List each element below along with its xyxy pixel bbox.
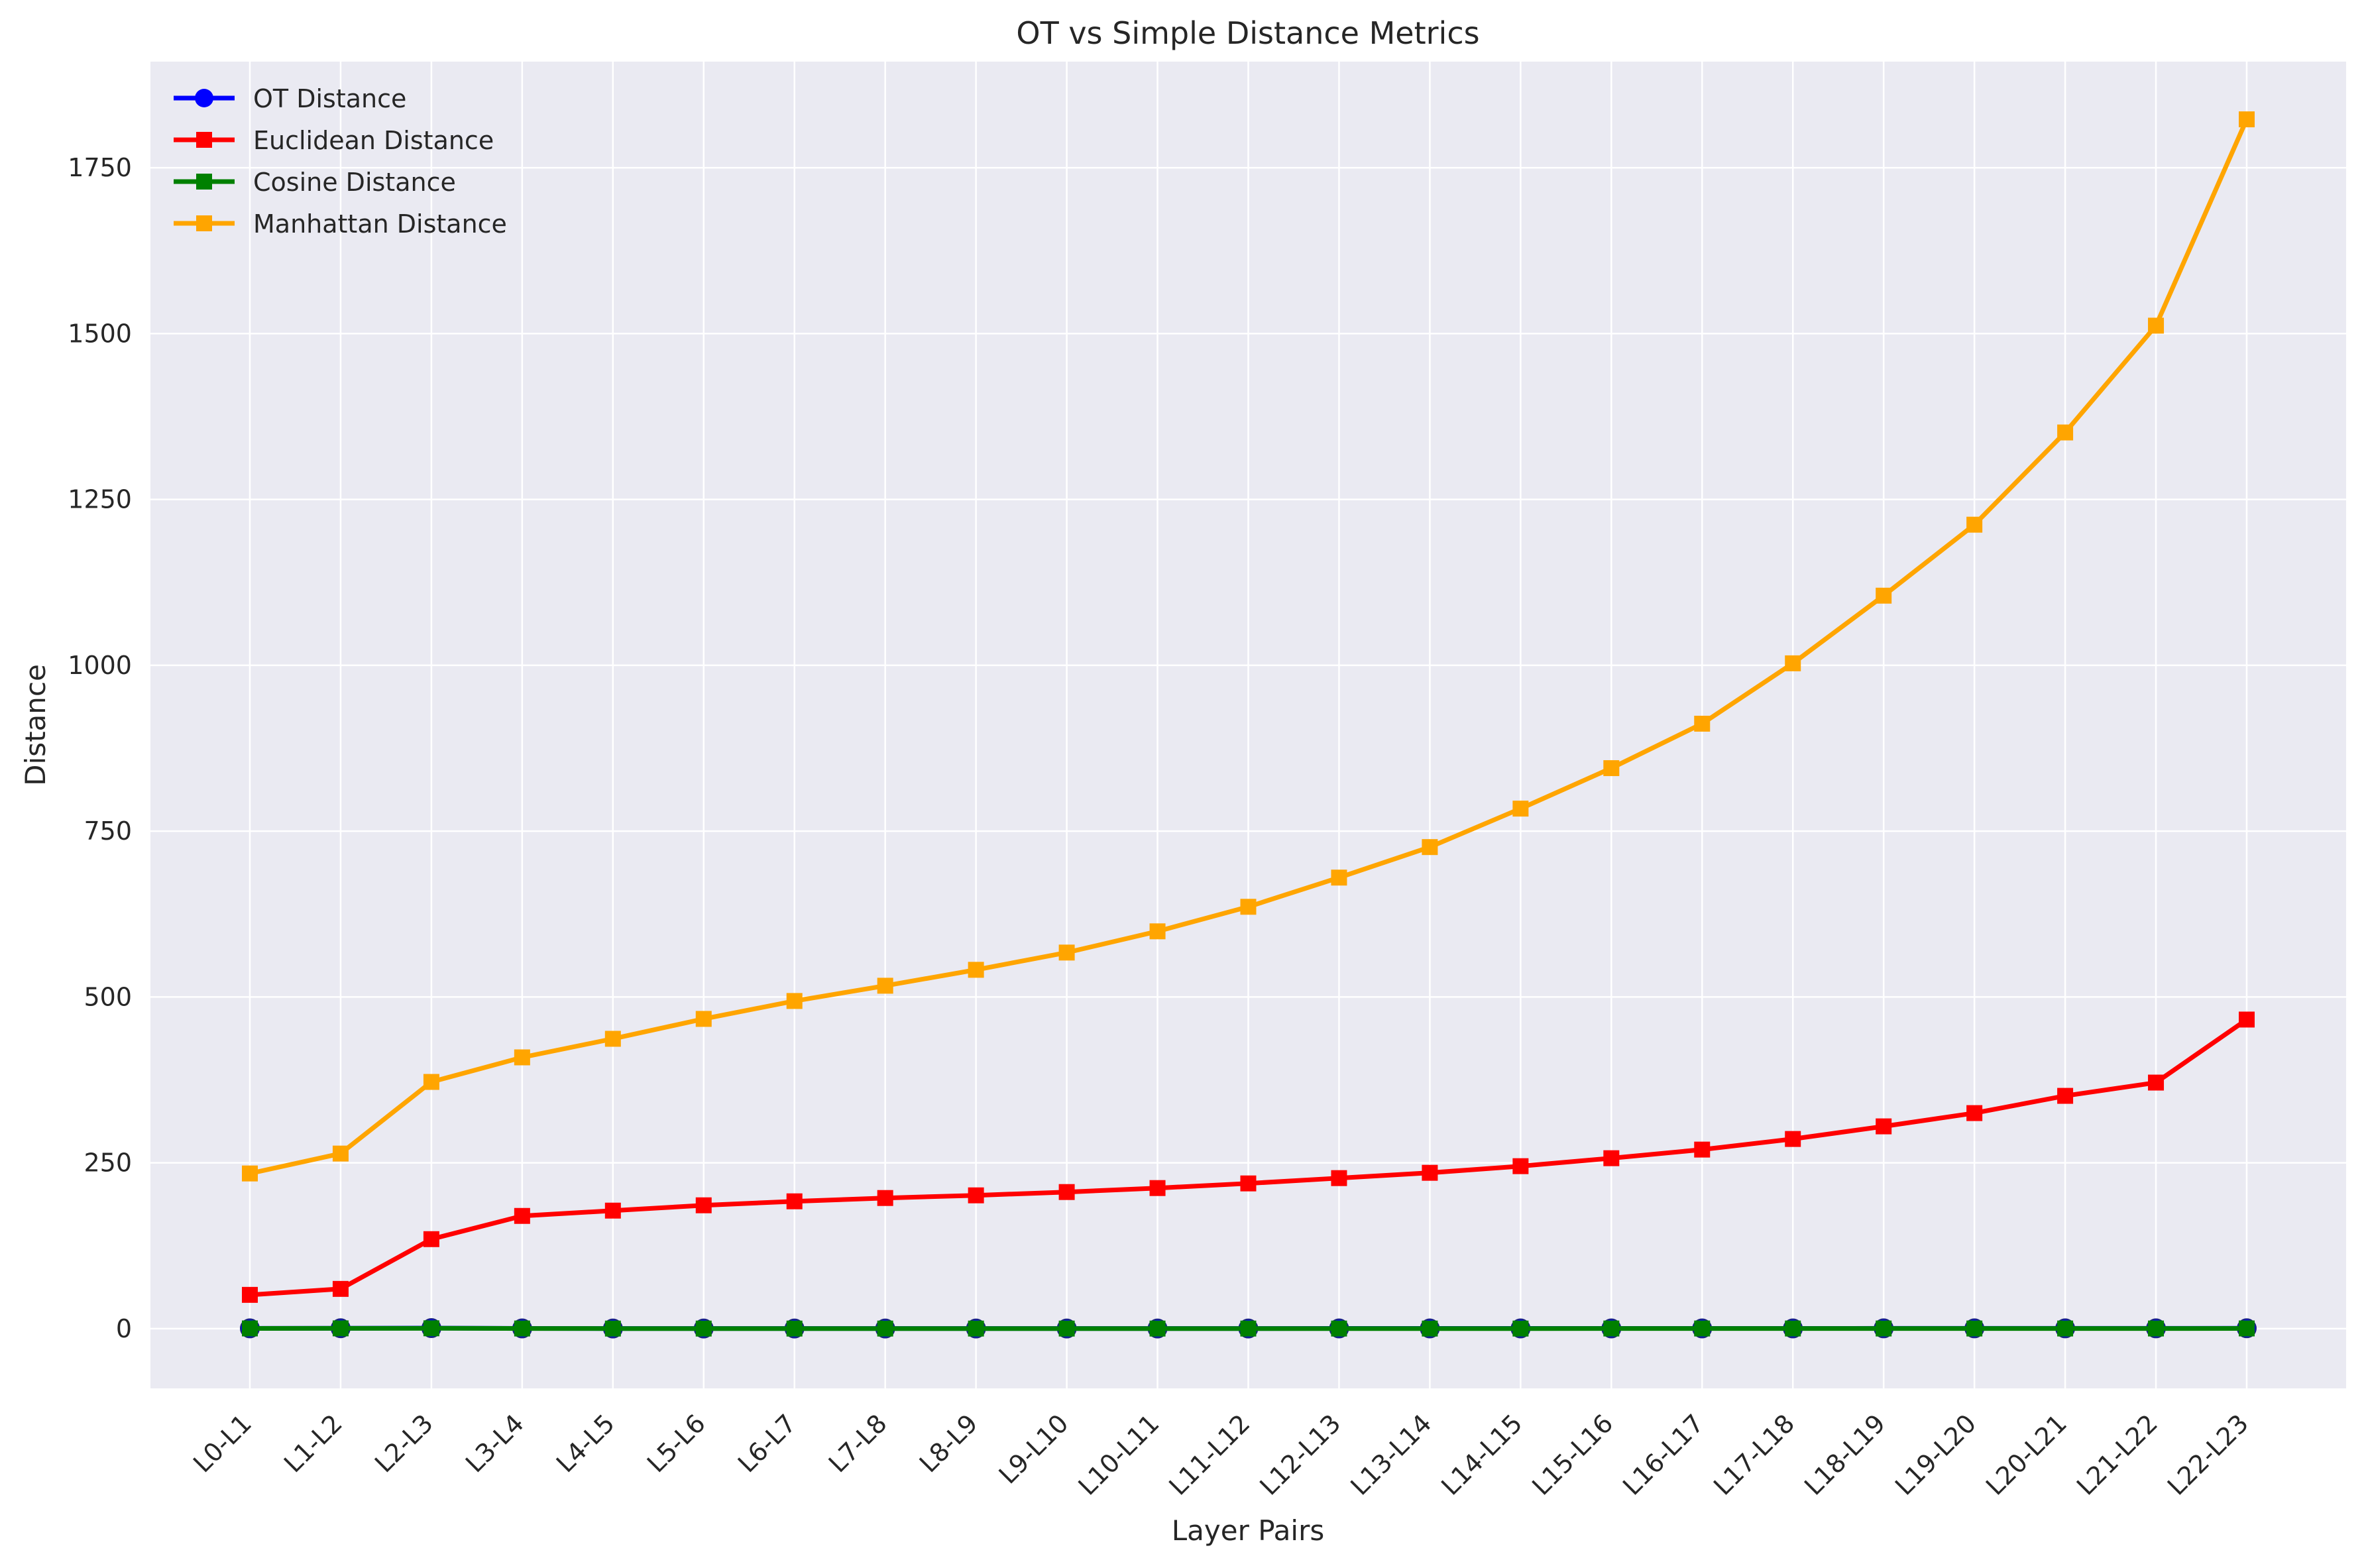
data-point: [1058, 1320, 1075, 1337]
data-point: [2239, 1320, 2255, 1337]
data-point: [877, 1190, 893, 1206]
data-point: [1240, 899, 1257, 915]
data-point: [1694, 1141, 1711, 1158]
data-point: [1876, 1320, 1892, 1337]
data-point: [2239, 111, 2255, 128]
x-axis-title: Layer Pairs: [1172, 1514, 1324, 1547]
data-point: [1149, 923, 1166, 940]
data-point: [1785, 655, 1801, 671]
data-point: [604, 1031, 621, 1047]
series-layer: [240, 111, 2257, 1339]
legend-item: Cosine Distance: [174, 168, 456, 197]
data-point: [1512, 801, 1529, 817]
data-point: [1603, 760, 1620, 777]
data-point: [1785, 1131, 1801, 1147]
data-point: [604, 1202, 621, 1219]
data-point: [332, 1145, 349, 1162]
y-tick-label: 250: [84, 1148, 132, 1178]
data-point: [332, 1280, 349, 1297]
data-point: [786, 1320, 803, 1337]
data-point: [423, 1074, 439, 1090]
data-point: [1966, 1105, 1983, 1121]
data-point: [332, 1320, 349, 1337]
data-point: [786, 993, 803, 1009]
y-tick-label: 0: [116, 1314, 132, 1343]
legend-label: Manhattan Distance: [253, 209, 507, 239]
data-point: [2239, 1011, 2255, 1028]
legend-item: Manhattan Distance: [174, 209, 507, 239]
legend-marker: [196, 215, 212, 231]
chart-title: OT vs Simple Distance Metrics: [1016, 15, 1479, 51]
data-point: [1422, 1164, 1438, 1181]
data-point: [242, 1165, 258, 1182]
data-point: [1512, 1320, 1529, 1337]
legend-label: OT Distance: [253, 84, 406, 113]
data-point: [423, 1320, 439, 1337]
data-point: [1694, 715, 1711, 732]
legend-item: Euclidean Distance: [174, 126, 494, 155]
data-point: [695, 1320, 712, 1337]
data-point: [2057, 1320, 2074, 1337]
y-tick-label: 1750: [68, 153, 132, 182]
y-tick-label: 1250: [68, 485, 132, 514]
data-point: [877, 1320, 893, 1337]
data-point: [423, 1231, 439, 1247]
legend: OT Distance Euclidean Distance Cosine Dist…: [174, 84, 507, 239]
data-point: [1331, 1320, 1347, 1337]
y-tick-label: 1000: [68, 651, 132, 680]
data-point: [1240, 1175, 1257, 1192]
y-axis: 0 250 500 750 1000 1250 1500 1750: [68, 153, 132, 1343]
data-point: [242, 1286, 258, 1303]
legend-label: Cosine Distance: [253, 168, 456, 197]
data-point: [1603, 1150, 1620, 1166]
y-tick-label: 500: [84, 982, 132, 1011]
data-point: [1966, 516, 1983, 533]
data-point: [1240, 1320, 1257, 1337]
legend-marker: [196, 132, 212, 148]
data-point: [1422, 839, 1438, 856]
legend-label: Euclidean Distance: [253, 126, 494, 155]
y-axis-title: Distance: [19, 664, 52, 786]
series-manhattan-distance: [242, 111, 2255, 1182]
data-point: [968, 962, 984, 978]
data-point: [1422, 1320, 1438, 1337]
series-cosine-distance: [242, 1320, 2255, 1337]
legend-item: OT Distance: [174, 84, 406, 113]
data-point: [1785, 1320, 1801, 1337]
data-point: [695, 1011, 712, 1027]
data-point: [1149, 1180, 1166, 1196]
data-point: [968, 1320, 984, 1337]
data-point: [1058, 944, 1075, 961]
data-point: [242, 1320, 258, 1337]
data-point: [2148, 1320, 2165, 1337]
legend-marker: [196, 174, 212, 190]
data-point: [1058, 1184, 1075, 1200]
data-point: [2148, 317, 2165, 334]
data-point: [1694, 1320, 1711, 1337]
data-point: [1876, 1118, 1892, 1135]
data-point: [2057, 424, 2074, 441]
data-point: [2148, 1074, 2165, 1091]
data-point: [1149, 1320, 1166, 1337]
data-point: [2057, 1088, 2074, 1104]
data-point: [514, 1207, 530, 1224]
data-point: [514, 1049, 530, 1066]
data-point: [695, 1197, 712, 1213]
data-point: [968, 1187, 984, 1204]
y-tick-label: 750: [84, 816, 132, 846]
data-point: [1331, 869, 1347, 886]
series-euclidean-distance: [242, 1011, 2255, 1303]
y-tick-label: 1500: [68, 319, 132, 348]
data-point: [604, 1320, 621, 1337]
data-point: [877, 978, 893, 994]
legend-marker: [195, 89, 213, 107]
data-point: [786, 1193, 803, 1209]
data-point: [1603, 1320, 1620, 1337]
data-point: [1876, 587, 1892, 604]
data-point: [1966, 1320, 1983, 1337]
data-point: [1512, 1158, 1529, 1174]
data-point: [514, 1320, 530, 1337]
data-point: [1331, 1170, 1347, 1186]
